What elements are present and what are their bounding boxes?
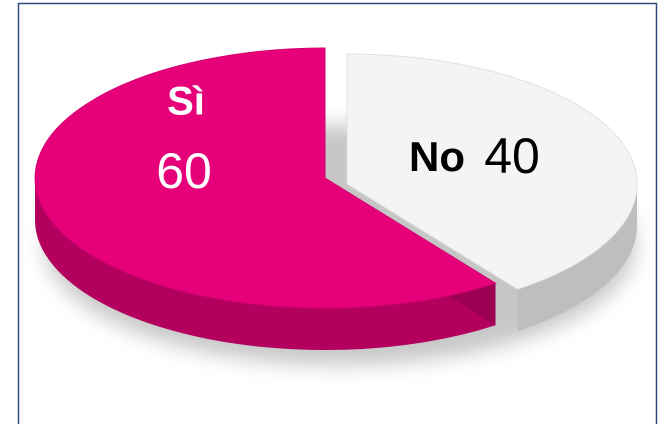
slice-side	[517, 184, 638, 332]
slice-category-label: No	[409, 133, 465, 180]
slice-value-label: 40	[484, 128, 540, 184]
slice-category-label: Sì	[167, 80, 205, 124]
slice-side	[34, 178, 496, 351]
pie	[34, 47, 638, 351]
slice-value-label: 60	[156, 143, 212, 199]
slice-top	[346, 53, 638, 290]
slice-top	[34, 47, 497, 309]
